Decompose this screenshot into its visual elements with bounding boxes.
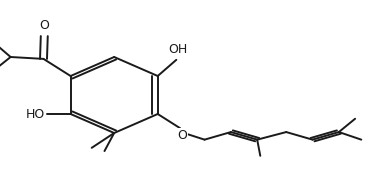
Text: O: O bbox=[177, 129, 187, 142]
Text: OH: OH bbox=[169, 43, 188, 56]
Text: O: O bbox=[39, 19, 49, 32]
Text: HO: HO bbox=[26, 108, 45, 120]
